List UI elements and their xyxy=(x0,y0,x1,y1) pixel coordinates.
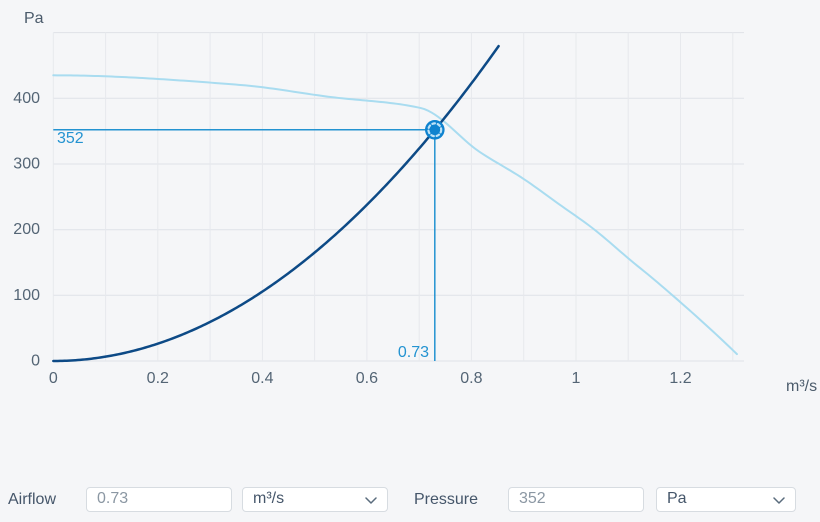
svg-text:0.4: 0.4 xyxy=(251,370,273,387)
svg-text:300: 300 xyxy=(13,156,40,173)
svg-text:0.73: 0.73 xyxy=(398,344,429,361)
svg-text:1.2: 1.2 xyxy=(669,370,691,387)
svg-text:100: 100 xyxy=(13,287,40,304)
svg-text:352: 352 xyxy=(57,130,84,147)
svg-text:400: 400 xyxy=(13,90,40,107)
svg-text:0: 0 xyxy=(49,370,58,387)
svg-text:0.2: 0.2 xyxy=(147,370,169,387)
svg-text:0.8: 0.8 xyxy=(460,370,482,387)
svg-text:0.6: 0.6 xyxy=(356,370,378,387)
svg-text:200: 200 xyxy=(13,221,40,238)
svg-text:1: 1 xyxy=(572,370,581,387)
svg-text:0: 0 xyxy=(31,353,40,370)
